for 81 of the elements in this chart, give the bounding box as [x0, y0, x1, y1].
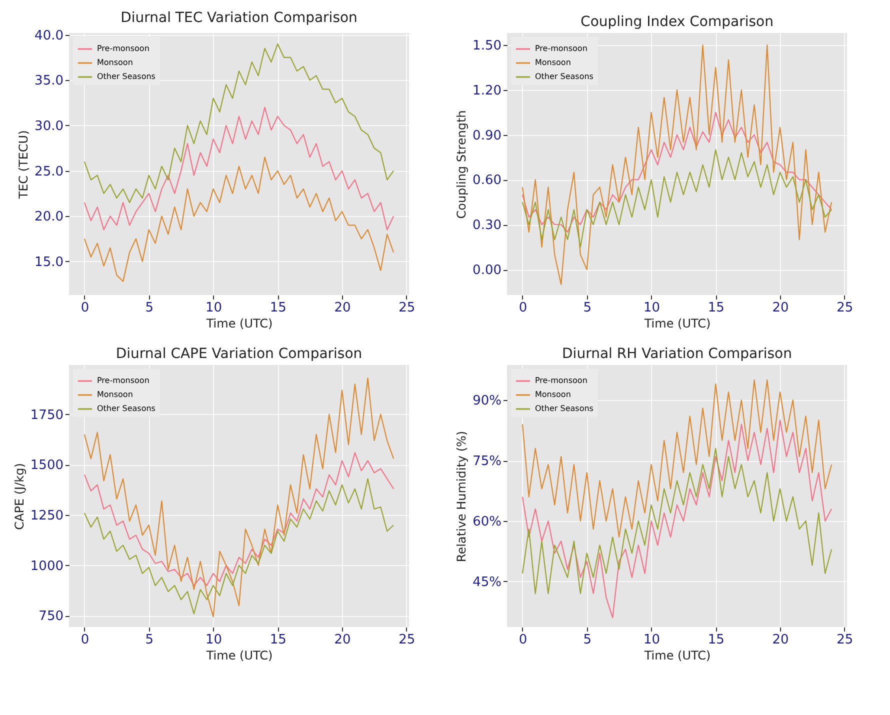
y-tick-label: 1.50	[472, 38, 502, 54]
y-axis-title: CAPE (J/kg)	[12, 463, 26, 530]
y-tick-label: 40.0	[34, 28, 64, 44]
x-tick-label: 25	[836, 300, 854, 316]
x-tick-label: 15	[270, 632, 286, 648]
x-tick-label: 15	[708, 300, 724, 316]
line-series	[522, 448, 832, 594]
chart-title: Diurnal TEC Variation Comparison	[120, 10, 358, 26]
line-series	[522, 379, 832, 538]
y-tick-label: 60%	[472, 514, 502, 530]
chart-title: Diurnal RH Variation Comparison	[562, 346, 792, 362]
y-axis-title: Relative Humidity (%)	[454, 430, 469, 562]
x-tick-label: 20	[772, 300, 789, 316]
y-tick-label: 1500	[30, 458, 64, 474]
legend-label: Monsoon	[97, 390, 133, 399]
line-series	[84, 43, 394, 204]
x-tick-label: 5	[583, 632, 592, 648]
y-axis-title: Coupling Strength	[454, 110, 469, 219]
y-axis-title: TEC (TECU)	[16, 130, 31, 200]
legend-label: Monsoon	[97, 58, 133, 67]
x-tick-label: 15	[270, 300, 286, 316]
line-series	[522, 420, 832, 618]
x-axis-title: Time (UTC)	[643, 316, 711, 330]
y-tick-label: 75%	[472, 454, 502, 470]
x-tick-label: 20	[334, 632, 351, 648]
x-tick-label: 25	[836, 632, 854, 648]
x-tick-label: 0	[80, 300, 90, 316]
chart-title: Diurnal CAPE Variation Comparison	[116, 346, 362, 362]
y-tick-label: 20.0	[34, 210, 64, 225]
legend-label: Pre-monsoon	[97, 376, 150, 385]
line-series	[84, 378, 394, 618]
x-tick-label: 20	[334, 300, 351, 316]
y-tick-label: 750	[38, 609, 64, 624]
legend-label: Other Seasons	[97, 72, 156, 81]
line-series	[84, 156, 394, 282]
x-axis-title: Time (UTC)	[205, 648, 273, 662]
y-tick-label: 0.00	[472, 263, 502, 278]
legend-label: Pre-monsoon	[535, 376, 588, 385]
y-tick-label: 1250	[30, 508, 64, 524]
legend-label: Pre-monsoon	[97, 44, 150, 53]
legend-label: Other Seasons	[97, 404, 156, 413]
y-tick-label: 1000	[30, 558, 64, 574]
line-series	[84, 452, 394, 586]
x-tick-label: 0	[80, 632, 90, 648]
y-tick-label: 15.0	[34, 254, 64, 270]
line-series	[84, 106, 394, 230]
x-tick-label: 5	[145, 632, 154, 648]
legend-label: Other Seasons	[535, 72, 594, 81]
x-tick-label: 10	[205, 300, 222, 316]
x-tick-label: 20	[772, 632, 789, 648]
x-axis-title: Time (UTC)	[205, 316, 273, 330]
y-tick-label: 1.20	[472, 83, 502, 98]
x-tick-label: 25	[398, 632, 416, 648]
x-tick-label: 10	[205, 632, 222, 648]
x-axis-title: Time (UTC)	[643, 648, 711, 662]
line-series	[522, 149, 832, 248]
x-tick-label: 25	[398, 300, 416, 316]
legend-label: Monsoon	[535, 390, 571, 399]
legend-label: Monsoon	[535, 58, 571, 67]
line-series	[522, 112, 832, 233]
y-tick-label: 1750	[30, 408, 64, 423]
y-tick-label: 30.0	[34, 118, 64, 134]
legend-label: Other Seasons	[535, 404, 594, 413]
y-tick-label: 25.0	[34, 164, 64, 180]
y-tick-label: 0.90	[472, 128, 502, 144]
x-tick-label: 10	[643, 632, 660, 648]
y-tick-label: 90%	[472, 394, 502, 409]
line-series	[84, 478, 394, 614]
line-series	[522, 44, 832, 286]
y-tick-label: 35.0	[34, 74, 64, 89]
y-tick-label: 0.60	[472, 173, 502, 188]
x-tick-label: 5	[145, 300, 154, 316]
chart-title: Coupling Index Comparison	[580, 14, 774, 30]
x-tick-label: 15	[708, 632, 724, 648]
x-tick-label: 10	[643, 300, 660, 316]
x-tick-label: 0	[518, 300, 528, 316]
x-tick-label: 5	[583, 300, 592, 316]
legend-label: Pre-monsoon	[535, 44, 588, 53]
x-tick-label: 0	[518, 632, 528, 648]
y-tick-label: 0.30	[472, 218, 502, 234]
y-tick-label: 45%	[472, 574, 502, 590]
